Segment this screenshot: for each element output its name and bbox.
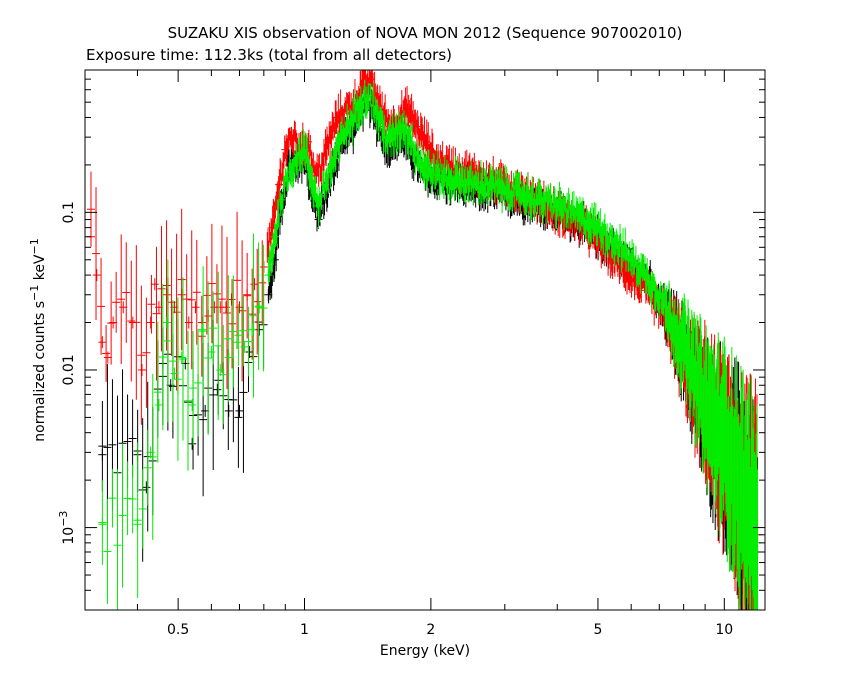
series-2: [98, 79, 762, 610]
y-tick-label-exponent: −3: [57, 511, 70, 527]
y-axis-label-part: keV: [32, 254, 48, 285]
y-tick-label: 0.1: [61, 201, 77, 223]
x-tick-label: 1: [300, 622, 309, 638]
plot-frame: [84, 69, 766, 611]
x-axis-label: Energy (keV): [380, 643, 470, 659]
y-tick-label: 10−3: [57, 511, 77, 545]
x-tick-label: 2: [426, 622, 435, 638]
x-tick-label: 0.5: [167, 622, 189, 638]
y-tick-label-text: 10: [61, 527, 77, 545]
data-marks: [86, 70, 762, 610]
chart-subtitle: Exposure time: 112.3ks (total from all d…: [86, 46, 452, 64]
x-tick-label: 5: [593, 622, 602, 638]
y-tick-label: 0.01: [61, 354, 77, 385]
x-tick-label: 10: [715, 622, 733, 638]
y-axis-label-part: normalized counts s: [32, 301, 48, 442]
y-tick-label-text: 0.01: [61, 354, 77, 385]
chart-title: SUZAKU XIS observation of NOVA MON 2012 …: [168, 24, 683, 42]
y-axis-label-text: normalized counts s−1 keV−1: [28, 238, 48, 441]
y-axis-label-exponent: −1: [28, 285, 41, 301]
y-tick-label-text: 0.1: [61, 201, 77, 223]
y-axis-label-exponent: −1: [28, 238, 41, 254]
y-axis-label: normalized counts s−1 keV−1: [28, 238, 48, 441]
